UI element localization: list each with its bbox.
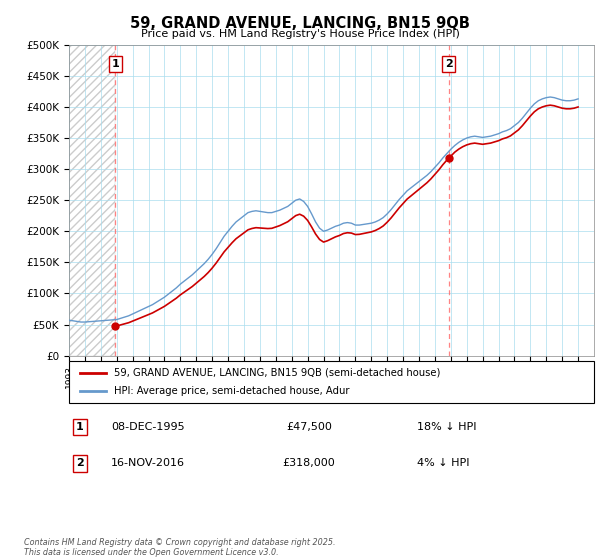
Text: 2: 2 [445, 59, 452, 69]
FancyBboxPatch shape [69, 361, 594, 403]
Text: HPI: Average price, semi-detached house, Adur: HPI: Average price, semi-detached house,… [113, 386, 349, 396]
Text: 08-DEC-1995: 08-DEC-1995 [111, 422, 185, 432]
Text: £318,000: £318,000 [283, 459, 335, 468]
Text: 59, GRAND AVENUE, LANCING, BN15 9QB: 59, GRAND AVENUE, LANCING, BN15 9QB [130, 16, 470, 31]
Text: 1: 1 [76, 422, 83, 432]
Text: 18% ↓ HPI: 18% ↓ HPI [417, 422, 476, 432]
Text: 1: 1 [112, 59, 119, 69]
Text: 59, GRAND AVENUE, LANCING, BN15 9QB (semi-detached house): 59, GRAND AVENUE, LANCING, BN15 9QB (sem… [113, 368, 440, 378]
Text: 16-NOV-2016: 16-NOV-2016 [111, 459, 185, 468]
Text: 2: 2 [76, 459, 83, 468]
Text: 4% ↓ HPI: 4% ↓ HPI [417, 459, 469, 468]
Text: Price paid vs. HM Land Registry's House Price Index (HPI): Price paid vs. HM Land Registry's House … [140, 29, 460, 39]
Text: £47,500: £47,500 [286, 422, 332, 432]
Text: Contains HM Land Registry data © Crown copyright and database right 2025.
This d: Contains HM Land Registry data © Crown c… [24, 538, 335, 557]
